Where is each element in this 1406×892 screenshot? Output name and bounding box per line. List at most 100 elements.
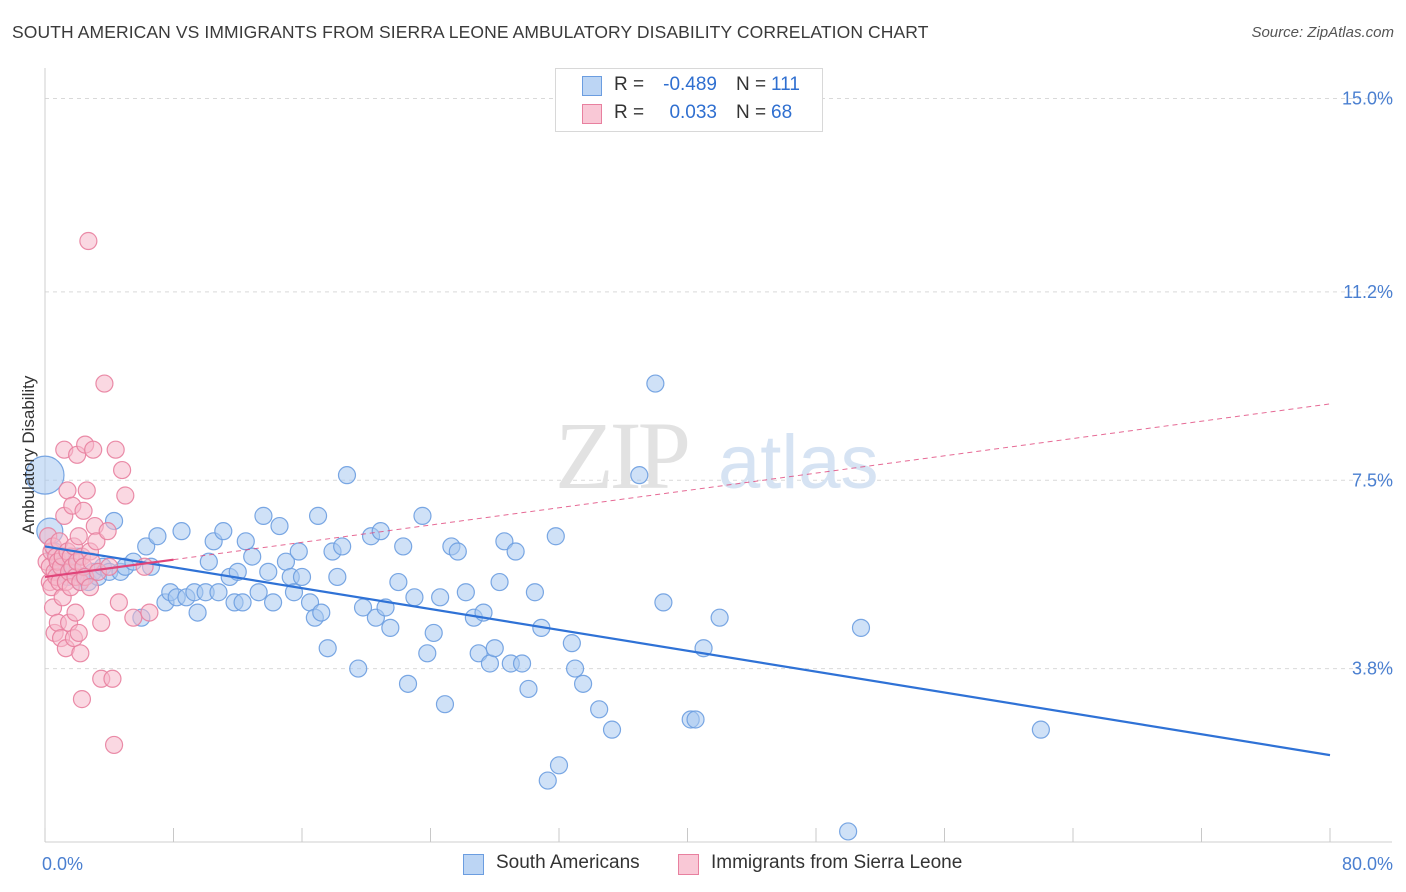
south-americans-point — [546, 527, 565, 546]
axis-labels: 3.8% 7.5% 11.2% 15.0% 0.0% 80.0% Ambulatory Di… — [19, 89, 1393, 875]
south-americans-point — [337, 466, 357, 485]
series-legend: South Americans Immigrants from Sierra L… — [0, 852, 1406, 878]
south-americans-point — [243, 547, 262, 566]
legend-n-value: 111 — [771, 74, 800, 95]
south-americans-point — [199, 552, 218, 571]
south-americans-point — [710, 608, 729, 627]
south-americans-point — [289, 542, 308, 561]
watermark-atlas: atlas — [718, 420, 879, 505]
pink-swatch-icon — [582, 104, 602, 124]
sierra-leone-point — [140, 603, 159, 622]
south-americans-point — [371, 522, 390, 541]
sierra-leone-point — [92, 613, 111, 632]
sierra-leone-point — [79, 231, 98, 251]
sierra-leone-point — [103, 669, 122, 688]
sierra-leone-trend-extension — [173, 403, 1331, 561]
south-americans-point — [469, 644, 488, 663]
south-americans-point — [538, 771, 557, 790]
south-americans-point — [1031, 720, 1050, 739]
south-americans-point — [519, 679, 538, 699]
sierra-leone-point — [87, 532, 106, 551]
south-americans-point — [263, 593, 283, 612]
south-americans-point — [424, 623, 443, 643]
south-americans-point — [630, 466, 649, 485]
south-americans-point — [249, 583, 268, 602]
south-americans-point — [172, 522, 191, 541]
sierra-leone-point — [74, 501, 93, 520]
south-americans-point — [214, 522, 233, 541]
south-americans-point — [349, 659, 368, 678]
south-americans-point — [480, 654, 500, 673]
south-americans-point — [236, 532, 255, 551]
watermark: ZIP atlas — [555, 402, 879, 509]
sierra-leone-point — [77, 481, 96, 500]
south-americans-point — [565, 659, 585, 678]
sierra-leone-point — [69, 623, 88, 643]
south-americans-point — [512, 654, 532, 673]
y-tick-label: 7.5% — [1352, 470, 1393, 490]
south-americans-point — [490, 572, 509, 592]
south-americans-point — [333, 537, 352, 556]
south-americans-point — [405, 588, 424, 607]
south-americans-point — [328, 567, 347, 587]
sierra-leone-point — [72, 690, 92, 709]
legend-r-label: R = — [614, 74, 645, 95]
sierra-leone-point — [58, 481, 77, 500]
sierra-leone-point — [124, 608, 143, 627]
south-americans-point — [456, 583, 475, 602]
legend-r-value: -0.489 — [663, 74, 717, 95]
south-americans-point — [259, 562, 278, 581]
south-americans-point — [413, 506, 432, 525]
watermark-zip: ZIP — [555, 402, 688, 509]
south-americans-point — [495, 532, 514, 551]
data-points — [25, 231, 1050, 841]
axes — [44, 68, 1392, 843]
south-americans-point — [435, 695, 455, 714]
south-americans-point — [506, 542, 525, 561]
sierra-leone-point — [69, 527, 88, 546]
south-americans-point — [318, 639, 337, 658]
south-americans-point — [602, 720, 622, 739]
trend-lines — [44, 403, 1331, 757]
south-americans-point — [381, 618, 400, 637]
south-americans-point — [573, 674, 593, 693]
south-americans-point — [448, 542, 467, 561]
legend-label: South Americans — [496, 852, 640, 873]
south-americans-point — [137, 537, 156, 556]
south-americans-point — [148, 527, 167, 546]
south-americans-point — [292, 567, 312, 587]
south-americans-point — [525, 583, 545, 602]
grid-lines — [45, 98, 1392, 670]
south-americans-point — [270, 516, 289, 536]
south-americans-trend-line — [44, 545, 1331, 757]
south-americans-point — [485, 639, 504, 658]
legend-n-label: N = — [736, 102, 767, 123]
y-tick-label: 15.0% — [1342, 89, 1393, 109]
south-americans-point — [308, 506, 328, 525]
legend-n-label: N = — [736, 74, 767, 95]
sierra-leone-point — [66, 603, 85, 622]
legend-label: Immigrants from Sierra Leone — [711, 852, 963, 873]
sierra-leone-point — [95, 374, 114, 393]
south-americans-point — [394, 537, 413, 556]
south-americans-point — [562, 634, 581, 653]
chart-title: SOUTH AMERICAN VS IMMIGRANTS FROM SIERRA… — [12, 22, 929, 42]
sierra-leone-point — [116, 486, 135, 505]
south-americans-point — [389, 572, 408, 592]
y-tick-label: 3.8% — [1352, 659, 1393, 679]
x-tick-label: 0.0% — [42, 854, 83, 874]
legend-r-value: 0.033 — [669, 102, 717, 123]
south-americans-point — [25, 455, 65, 495]
blue-swatch-icon — [582, 76, 602, 96]
sierra-leone-point — [112, 460, 132, 480]
south-americans-point — [654, 593, 673, 612]
south-americans-point — [418, 644, 437, 663]
south-americans-point — [839, 822, 858, 841]
sierra-leone-point — [84, 440, 103, 459]
south-americans-point — [549, 756, 569, 775]
sierra-leone-trend-line — [44, 558, 174, 579]
south-americans-point — [398, 674, 418, 693]
south-americans-point — [209, 583, 228, 602]
x-tick-label: 80.0% — [1342, 854, 1393, 874]
legend-n-value: 68 — [771, 102, 793, 123]
